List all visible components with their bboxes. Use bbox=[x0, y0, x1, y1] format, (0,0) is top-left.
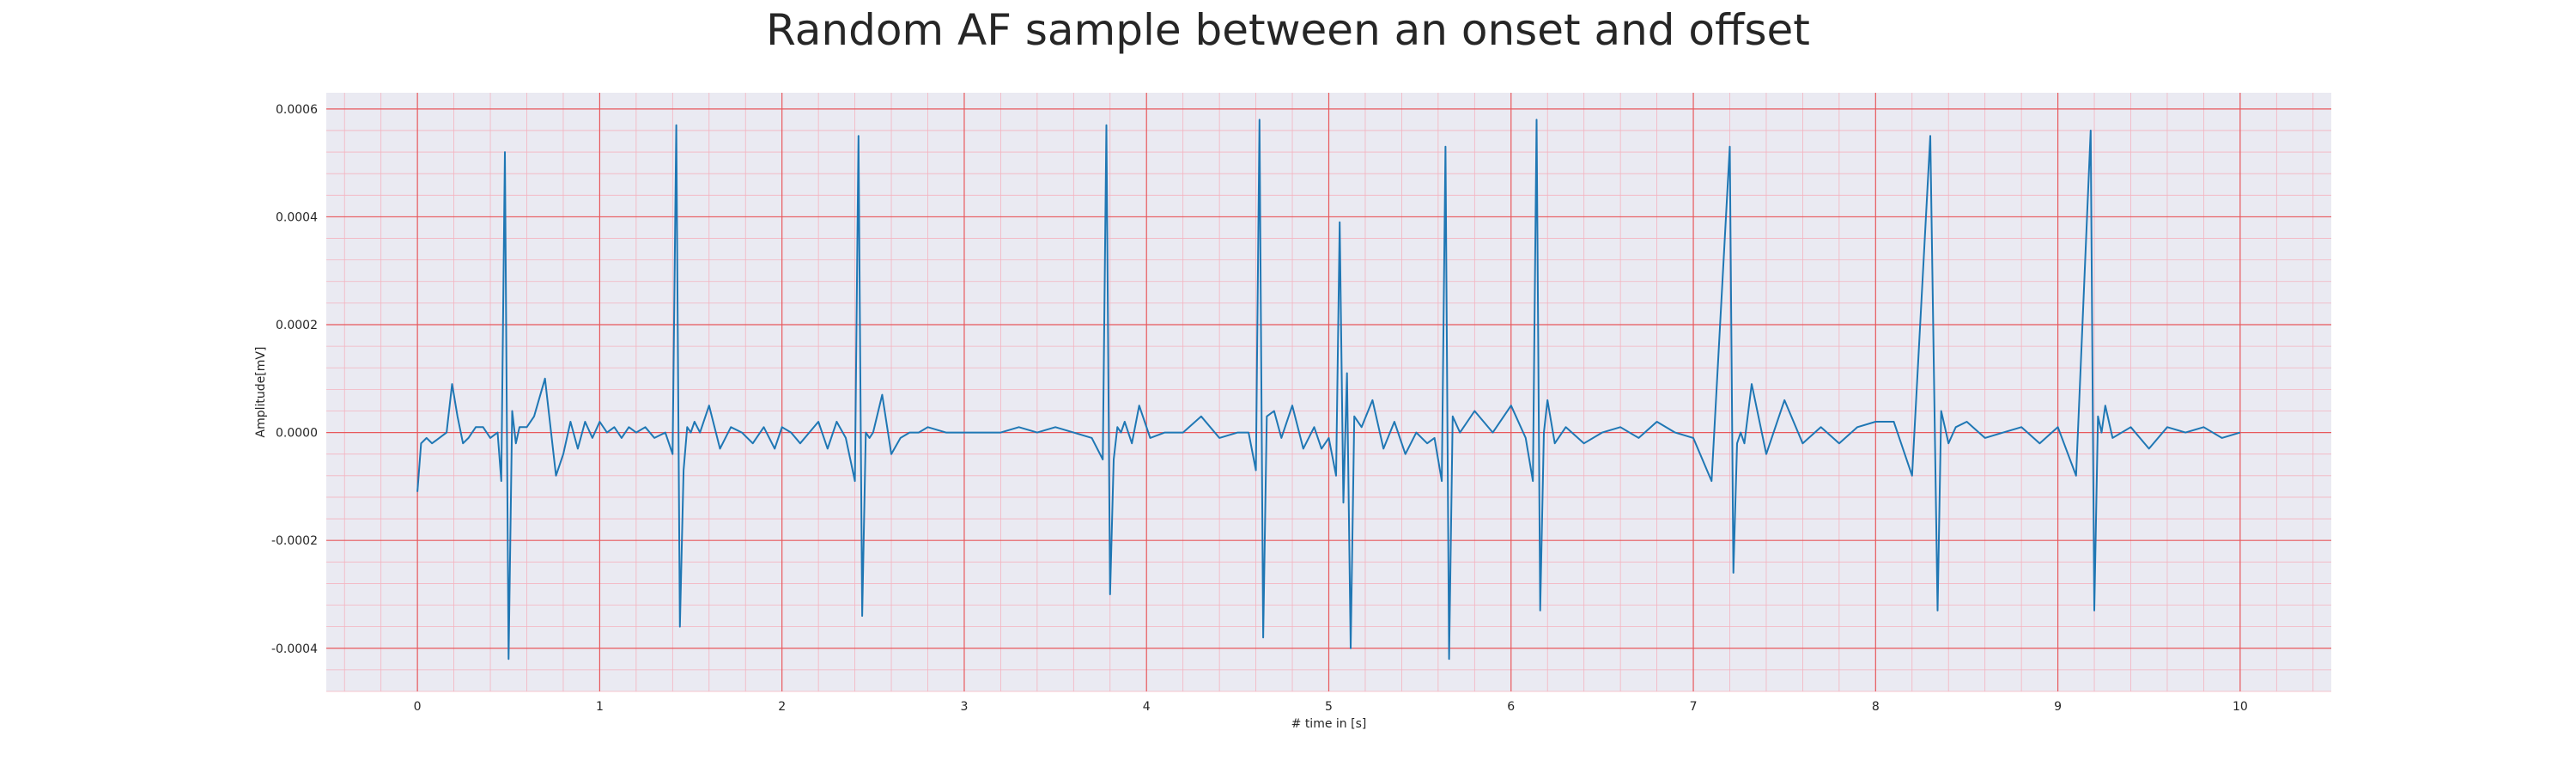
y-tick-label: 0.0004 bbox=[276, 210, 318, 224]
x-tick-label: 5 bbox=[1325, 700, 1333, 714]
y-tick-label: 0.0006 bbox=[276, 103, 318, 117]
y-tick-labels: -0.0004 -0.0002 0.0000 0.0002 0.0004 0.0006 bbox=[271, 103, 318, 656]
y-tick-label: -0.0002 bbox=[271, 534, 318, 548]
x-tick-label: 10 bbox=[2233, 700, 2248, 714]
major-grid bbox=[326, 93, 2331, 691]
x-tick-label: 7 bbox=[1690, 700, 1698, 714]
chart-title: Random AF sample between an onset and of… bbox=[766, 5, 1810, 55]
x-tick-label: 3 bbox=[960, 700, 968, 714]
y-tick-label: -0.0004 bbox=[271, 642, 318, 656]
x-tick-label: 2 bbox=[778, 700, 786, 714]
x-axis-label: # time in [s] bbox=[1291, 717, 1367, 731]
x-tick-label: 9 bbox=[2054, 700, 2062, 714]
y-axis-label: Amplitude[mV] bbox=[254, 347, 268, 438]
x-tick-label: 4 bbox=[1143, 700, 1151, 714]
x-tick-label: 1 bbox=[596, 700, 604, 714]
x-tick-label: 0 bbox=[414, 700, 422, 714]
series-line-0 bbox=[416, 119, 2241, 660]
x-tick-label: 6 bbox=[1507, 700, 1515, 714]
y-tick-label: 0.0002 bbox=[276, 319, 318, 332]
x-tick-labels: 0 1 2 3 4 5 6 7 8 9 10 bbox=[414, 700, 2248, 714]
y-tick-label: 0.0000 bbox=[276, 427, 318, 441]
series-layer bbox=[416, 119, 2241, 660]
x-tick-label: 8 bbox=[1872, 700, 1880, 714]
